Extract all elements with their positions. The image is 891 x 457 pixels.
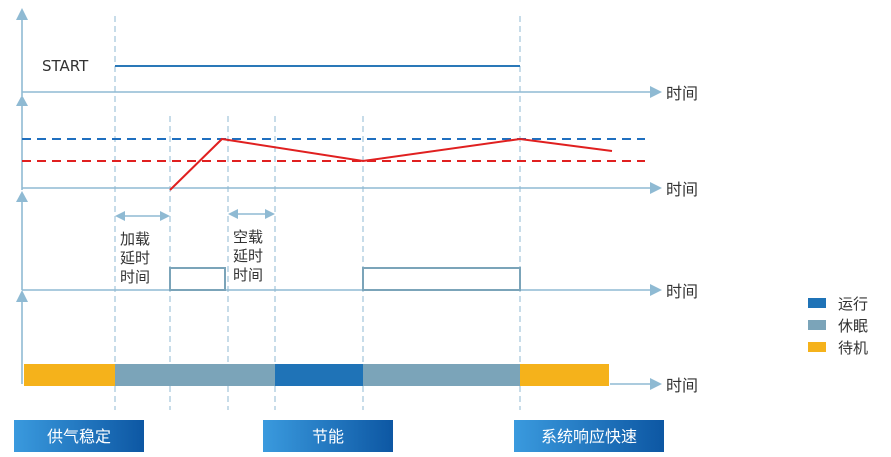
legend-swatch-standby — [808, 342, 826, 352]
load-delay-arrow — [115, 211, 170, 221]
legend-swatch-sleep — [808, 320, 826, 330]
pressure-curve — [169, 137, 613, 191]
arrowhead-start-up — [16, 8, 28, 20]
arrowhead-start-right — [650, 86, 662, 98]
load-delay-line-3: 时间 — [120, 268, 150, 286]
tag-fast-response-label: 系统响应快速 — [540, 427, 637, 446]
tag-stable-supply-label: 供气稳定 — [46, 427, 111, 446]
state-standby-2 — [520, 364, 609, 386]
arrowhead-pressure-right — [650, 182, 662, 194]
arrowhead-delay-right — [650, 284, 662, 296]
load-delay-line-2: 延时 — [120, 249, 150, 267]
guide-lines — [114, 16, 521, 410]
time-axes — [22, 91, 652, 385]
tag-stable-supply: 供气稳定 — [14, 418, 144, 452]
state-run — [275, 364, 363, 386]
state-sleep-1 — [115, 364, 275, 386]
legend-label-run: 运行 — [838, 294, 869, 313]
arrowhead-state-up — [16, 290, 28, 302]
unload-delay-arrow — [228, 209, 275, 219]
legend: 运行 休眠 待机 — [808, 292, 868, 358]
arrowhead-pressure-up — [16, 95, 28, 106]
time-label-pressure: 时间 — [666, 180, 698, 199]
load-pulse-2 — [362, 267, 521, 291]
time-axis-arrowheads — [650, 86, 662, 390]
tag-bg-supply — [14, 420, 144, 452]
tag-energy-saving: 节能 — [263, 418, 393, 452]
tag-bg-energy — [263, 420, 393, 452]
state-sleep-2 — [363, 364, 520, 386]
axis-arrowheads-up — [16, 8, 28, 302]
arrowhead-state-right — [650, 378, 662, 390]
time-label-start: 时间 — [666, 84, 698, 103]
legend-label-sleep: 休眠 — [838, 316, 869, 335]
unload-delay-line-1: 空载 — [233, 228, 263, 246]
time-label-delay: 时间 — [666, 282, 698, 301]
legend-item-sleep: 休眠 — [808, 314, 868, 336]
legend-item-run: 运行 — [808, 292, 868, 314]
arrowhead-delay-up — [16, 191, 28, 202]
state-standby-1 — [24, 364, 115, 386]
legend-label-standby: 待机 — [838, 338, 869, 357]
unload-delay-line-2: 延时 — [233, 247, 263, 265]
unload-delay-line-3: 时间 — [233, 266, 263, 284]
tag-bg-response — [514, 420, 664, 452]
state-bar — [24, 364, 609, 386]
tag-fast-response: 系统响应快速 — [514, 418, 664, 452]
start-label: START — [42, 57, 89, 75]
legend-item-standby: 待机 — [808, 336, 868, 358]
load-delay-line-1: 加载 — [120, 230, 150, 248]
legend-swatch-run — [808, 298, 826, 308]
tag-energy-saving-label: 节能 — [311, 427, 344, 446]
time-label-state: 时间 — [666, 376, 698, 395]
load-pulse-1 — [169, 267, 226, 291]
